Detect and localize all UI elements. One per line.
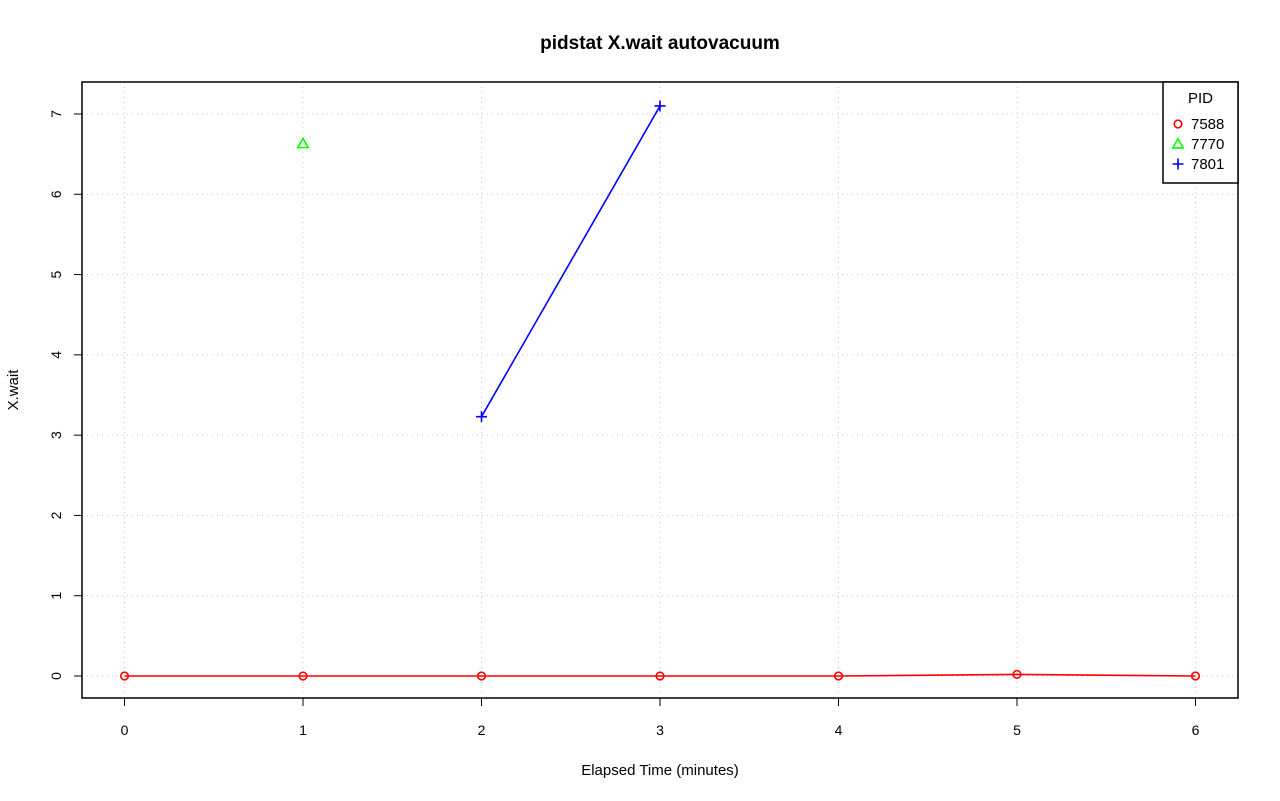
data-point-7588 — [1190, 671, 1201, 681]
x-tick-label: 4 — [835, 722, 843, 738]
data-point-7588 — [119, 671, 130, 681]
y-tick-label: 0 — [48, 672, 64, 680]
data-point-7588 — [476, 671, 487, 681]
x-tick-label: 6 — [1192, 722, 1200, 738]
grid — [82, 82, 1238, 698]
y-axis-label: X.wait — [5, 369, 22, 411]
data-point-7801 — [654, 100, 666, 112]
x-tick-label: 3 — [656, 722, 664, 738]
y-tick-label: 1 — [48, 592, 64, 600]
series-7588 — [119, 669, 1201, 681]
legend-title: PID — [1188, 90, 1213, 107]
chart-title: pidstat X.wait autovacuum — [540, 33, 780, 54]
y-tick-label: 5 — [48, 270, 64, 278]
y-tick-label: 2 — [48, 511, 64, 519]
legend-marker-7770 — [1171, 137, 1185, 149]
x-tick-label: 2 — [478, 722, 486, 738]
series-line-7801 — [480, 105, 661, 418]
data-point-7588 — [1012, 669, 1022, 679]
data-point-7588 — [298, 671, 308, 681]
series-line-7588 — [124, 673, 1196, 677]
y-tick-label: 7 — [48, 110, 64, 118]
axes: 0 1 2 3 4 5 6 0 1 2 3 4 5 6 7 — [48, 110, 1200, 738]
legend-marker-7588 — [1173, 119, 1183, 129]
x-tick-label: 5 — [1013, 722, 1021, 738]
legend: PID 7588 7770 7801 — [1162, 81, 1239, 184]
legend-box — [1162, 81, 1239, 184]
legend-marker-7801 — [1172, 158, 1184, 170]
data-point-7588 — [655, 671, 665, 681]
legend-label-7588: 7588 — [1191, 116, 1224, 133]
plot-frame — [81, 81, 1239, 699]
data-point-7801 — [476, 411, 487, 423]
legend-label-7770: 7770 — [1191, 136, 1224, 153]
legend-label-7801: 7801 — [1191, 156, 1224, 173]
x-axis-label: Elapsed Time (minutes) — [581, 762, 739, 779]
series-7801 — [476, 100, 666, 423]
y-tick-label: 3 — [48, 431, 64, 439]
x-tick-label: 1 — [299, 722, 307, 738]
series-7770 — [296, 136, 310, 149]
series-layer — [119, 100, 1201, 681]
data-point-7588 — [833, 671, 844, 681]
x-tick-label: 0 — [121, 722, 129, 738]
y-tick-label: 6 — [48, 190, 64, 198]
y-tick-label: 4 — [48, 351, 64, 359]
data-point-7770 — [296, 136, 310, 149]
